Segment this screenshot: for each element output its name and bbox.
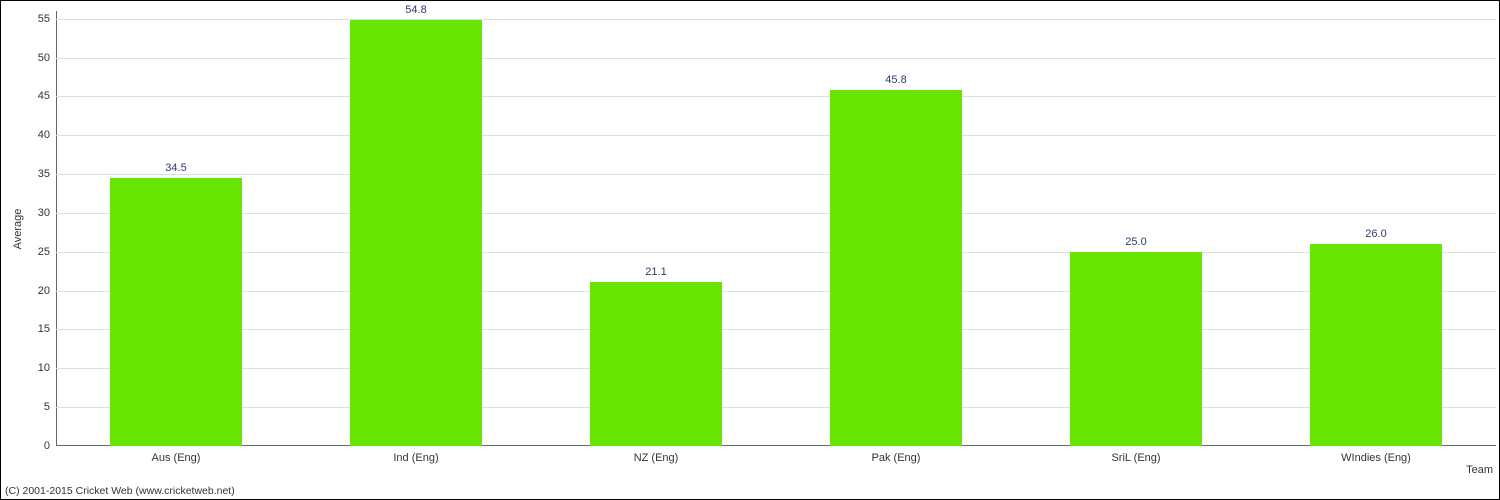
gridline — [56, 407, 1496, 408]
y-tick-label: 55 — [38, 13, 50, 25]
x-tick-label: Ind (Eng) — [393, 452, 438, 464]
x-tick-label: Pak (Eng) — [872, 452, 921, 464]
bar — [110, 178, 242, 446]
bar — [350, 20, 482, 446]
y-tick-label: 5 — [44, 401, 50, 413]
gridline — [56, 213, 1496, 214]
chart-frame: 34.5 54.8 21.1 45.8 25.0 26.0 0 5 10 15 20 25 30 35 4… — [0, 0, 1500, 500]
gridline — [56, 174, 1496, 175]
gridline — [56, 19, 1496, 20]
gridline — [56, 135, 1496, 136]
gridline — [56, 252, 1496, 253]
gridline — [56, 368, 1496, 369]
x-tick-label: Aus (Eng) — [152, 452, 201, 464]
y-tick-label: 40 — [38, 129, 50, 141]
bar-value-label: 45.8 — [885, 74, 906, 86]
gridline — [56, 96, 1496, 97]
y-tick-label: 0 — [44, 440, 50, 452]
gridline — [56, 329, 1496, 330]
y-tick-label: 50 — [38, 52, 50, 64]
y-axis-label: Average — [12, 208, 24, 249]
y-tick-label: 20 — [38, 285, 50, 297]
y-tick-label: 10 — [38, 362, 50, 374]
copyright-text: (C) 2001-2015 Cricket Web (www.cricketwe… — [5, 485, 235, 497]
bar-value-label: 34.5 — [165, 162, 186, 174]
y-tick-label: 25 — [38, 246, 50, 258]
y-axis — [56, 11, 57, 446]
gridline — [56, 58, 1496, 59]
y-tick-labels: 0510152025303540455055 — [1, 11, 56, 446]
bar — [1310, 244, 1442, 446]
gridline — [56, 291, 1496, 292]
x-tick-label: SriL (Eng) — [1111, 452, 1160, 464]
bar — [1070, 252, 1202, 446]
x-tick-label: NZ (Eng) — [634, 452, 679, 464]
x-tick-label: WIndies (Eng) — [1341, 452, 1411, 464]
bar-value-label: 25.0 — [1125, 236, 1146, 248]
bar-value-label: 21.1 — [645, 266, 666, 278]
y-tick-label: 45 — [38, 90, 50, 102]
x-axis-label: Team — [1466, 464, 1493, 476]
bar-value-label: 54.8 — [405, 4, 426, 16]
y-tick-label: 30 — [38, 207, 50, 219]
bar — [830, 90, 962, 446]
x-axis — [56, 445, 1496, 446]
y-tick-label: 15 — [38, 323, 50, 335]
bar — [590, 282, 722, 446]
bar-value-label: 26.0 — [1365, 228, 1386, 240]
plot-area: 34.554.821.145.825.026.0 — [56, 11, 1496, 446]
y-tick-label: 35 — [38, 168, 50, 180]
